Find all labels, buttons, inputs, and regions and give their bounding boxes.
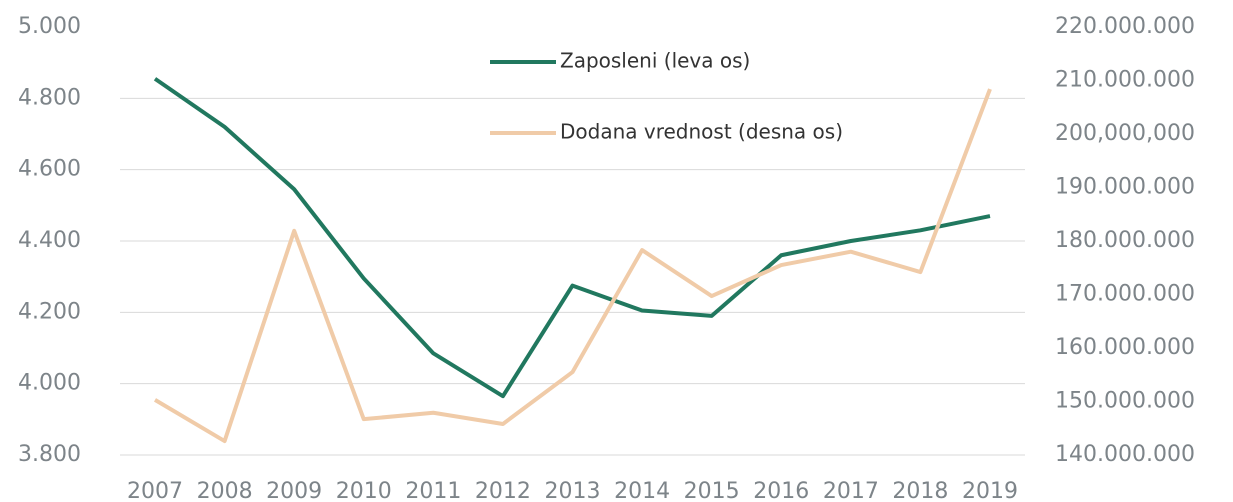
y2-tick-label: 160.000.000 [1055, 335, 1195, 360]
y2-tick-label: 150.000.000 [1055, 389, 1195, 414]
y2-tick-label: 170.000.000 [1055, 282, 1195, 307]
x-tick-label: 2013 [545, 479, 601, 502]
x-tick-label: 2007 [127, 479, 183, 502]
x-tick-label: 2017 [823, 479, 879, 502]
y-tick-label: 4.200 [18, 299, 81, 324]
y2-tick-label: 140.000.000 [1055, 442, 1195, 467]
y2-tick-label: 180.000.000 [1055, 228, 1195, 253]
y-tick-label: 4.600 [18, 157, 81, 182]
y-tick-label: 5.000 [18, 14, 81, 39]
y2-tick-label: 220.000.000 [1055, 14, 1195, 39]
y2-tick-label: 210.000.000 [1055, 68, 1195, 93]
x-tick-label: 2014 [614, 479, 670, 502]
y-tick-label: 4.800 [18, 85, 81, 110]
y-tick-label: 4.000 [18, 371, 81, 396]
x-tick-label: 2010 [336, 479, 392, 502]
y2-tick-label: 190.000.000 [1055, 175, 1195, 200]
legend-label: Dodana vrednost (desna os) [560, 120, 843, 144]
x-tick-label: 2015 [684, 479, 740, 502]
x-tick-label: 2009 [266, 479, 322, 502]
y-tick-label: 3.800 [18, 442, 81, 467]
line-series [153, 77, 991, 399]
y-tick-label: 4.400 [18, 228, 81, 253]
x-tick-label: 2018 [892, 479, 948, 502]
x-tick-label: 2019 [962, 479, 1018, 502]
x-tick-label: 2012 [475, 479, 531, 502]
x-tick-label: 2011 [405, 479, 461, 502]
x-tick-label: 2008 [197, 479, 253, 502]
x-tick-label: 2016 [753, 479, 809, 502]
line-series [153, 88, 992, 444]
y2-tick-label: 200,000,000 [1055, 121, 1195, 146]
legend-label: Zaposleni (leva os) [560, 49, 750, 73]
